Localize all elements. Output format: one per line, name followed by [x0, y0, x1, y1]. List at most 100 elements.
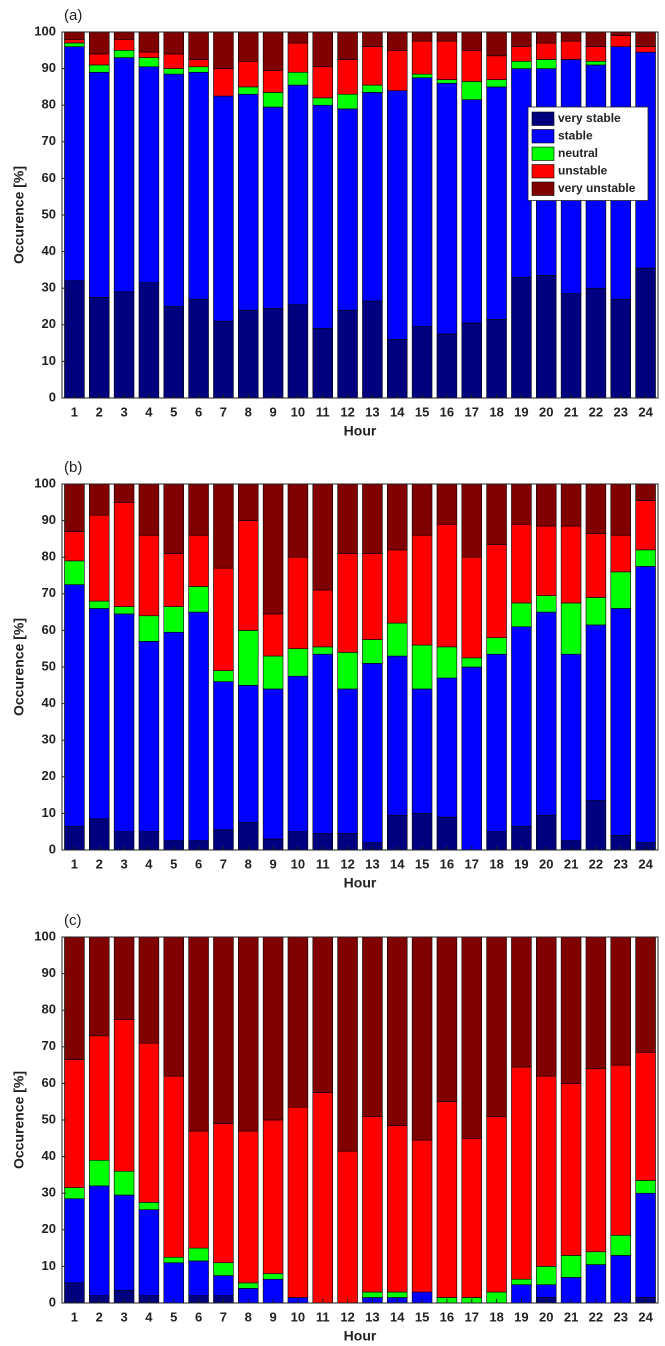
- bar-segment: [238, 936, 259, 1132]
- y-tick-label: 60: [42, 1075, 56, 1090]
- x-tick-label: 20: [539, 856, 553, 871]
- y-tick-label: 10: [42, 1258, 56, 1273]
- bar-segment: [461, 81, 482, 101]
- bar-segment: [461, 483, 482, 558]
- x-tick-label: 8: [245, 856, 252, 871]
- bar-segment: [163, 53, 184, 69]
- x-tick-label: 19: [514, 404, 528, 419]
- bar-segment: [635, 549, 656, 567]
- x-tick-label: 17: [465, 1309, 479, 1324]
- bar-segment: [560, 936, 582, 1084]
- bar-segment: [337, 936, 358, 1152]
- panel-label: (a): [64, 7, 82, 24]
- bar-segment: [560, 1083, 582, 1256]
- bar-segment: [585, 31, 607, 47]
- bar-segment: [312, 653, 333, 834]
- x-tick-label: 16: [440, 404, 454, 419]
- bar-segment: [287, 483, 309, 558]
- x-tick-label: 5: [170, 1309, 177, 1324]
- bar-segment: [461, 322, 482, 399]
- bar-segment: [635, 483, 656, 501]
- bar-segment: [89, 64, 110, 73]
- bar-segment: [89, 53, 110, 66]
- bar-segment: [113, 1170, 135, 1196]
- bar-segment: [312, 483, 333, 591]
- bar-segment: [213, 1275, 234, 1296]
- x-tick-label: 17: [465, 856, 479, 871]
- bar-segment: [213, 567, 234, 671]
- bar-segment: [436, 483, 458, 525]
- y-tick-label: 40: [42, 695, 56, 710]
- bar-segment: [411, 813, 433, 851]
- x-tick-label: 24: [638, 1309, 653, 1324]
- y-tick-label: 90: [42, 965, 56, 980]
- bar-segment: [635, 267, 656, 399]
- x-tick-label: 9: [269, 404, 276, 419]
- bar-segment: [312, 328, 333, 399]
- y-tick-label: 80: [42, 97, 56, 112]
- bar-segment: [188, 936, 209, 1132]
- bar-segment: [262, 655, 284, 690]
- bar-segment: [89, 483, 110, 516]
- bar-segment: [163, 31, 184, 55]
- bar-segment: [585, 936, 607, 1070]
- x-tick-label: 6: [195, 856, 202, 871]
- bar-segment: [238, 630, 259, 686]
- bar-segment: [511, 1278, 532, 1285]
- y-tick-label: 70: [42, 1038, 56, 1053]
- bar-segment: [262, 688, 284, 840]
- bar-segment: [262, 92, 284, 108]
- x-tick-label: 5: [170, 404, 177, 419]
- bar-segment: [387, 483, 408, 551]
- bar-segment: [188, 586, 209, 613]
- bar-segment: [635, 31, 656, 47]
- bar-segment: [362, 1116, 383, 1293]
- bar-segment: [585, 800, 607, 851]
- bar-segment: [486, 31, 507, 57]
- y-tick-label: 100: [34, 475, 56, 490]
- bar-segment: [362, 639, 383, 664]
- axes-box: [61, 31, 659, 399]
- bar-segment: [312, 936, 333, 1093]
- bar-segment: [411, 534, 433, 646]
- bar-segment: [560, 31, 582, 42]
- plot-area: [62, 32, 658, 398]
- bar-segment: [64, 531, 85, 562]
- bar-segment: [387, 1291, 408, 1298]
- x-tick-label: 18: [489, 404, 503, 419]
- bar-segment: [362, 1291, 383, 1298]
- bar-segment: [262, 31, 284, 71]
- bar-segment: [262, 483, 284, 615]
- y-tick-label: 90: [42, 60, 56, 75]
- bar-segment: [188, 1247, 209, 1262]
- bar-segment: [461, 49, 482, 82]
- bar-segment: [486, 653, 507, 832]
- x-tick-label: 9: [269, 1309, 276, 1324]
- bar-segment: [362, 553, 383, 640]
- bar-segment: [362, 31, 383, 47]
- bar-segment: [64, 39, 85, 44]
- legend-label: very stable: [558, 111, 621, 125]
- legend-swatch: [531, 111, 555, 126]
- bar-segment: [163, 73, 184, 307]
- bar-segment: [436, 936, 458, 1102]
- bar-segment: [89, 818, 110, 851]
- bar-segment: [287, 648, 309, 677]
- bar-segment: [411, 31, 433, 42]
- bar-segment: [287, 84, 309, 305]
- x-tick-label: 4: [145, 404, 153, 419]
- x-tick-label: 7: [220, 856, 227, 871]
- bar-segment: [238, 86, 259, 95]
- bar-segment: [387, 936, 408, 1126]
- x-tick-label: 1: [71, 856, 78, 871]
- bar-segment: [536, 483, 557, 527]
- y-tick-label: 100: [34, 23, 56, 38]
- bar-segment: [387, 549, 408, 624]
- x-tick-label: 13: [365, 404, 379, 419]
- bar-segment: [287, 936, 309, 1108]
- bar-segment: [536, 936, 557, 1077]
- x-tick-label: 20: [539, 404, 553, 419]
- x-tick-label: 8: [245, 404, 252, 419]
- bar-segment: [138, 57, 160, 68]
- bar-segment: [113, 936, 135, 1020]
